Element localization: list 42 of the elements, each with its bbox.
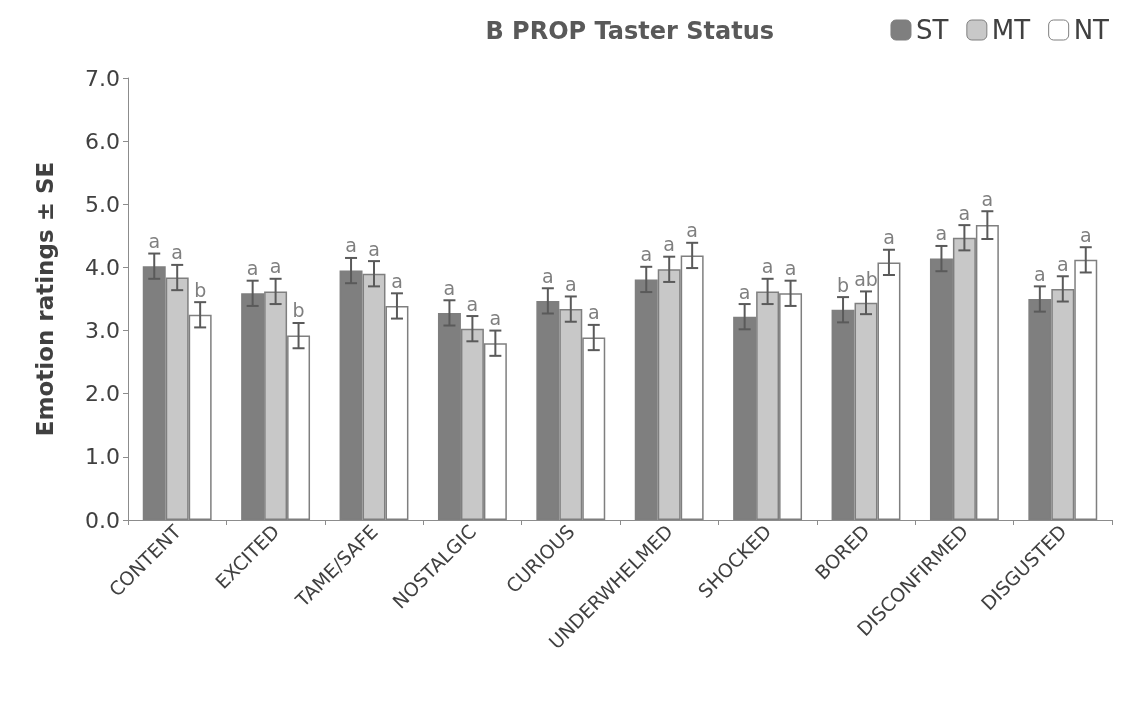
data-label: a (269, 255, 282, 278)
data-label: ab (854, 267, 878, 290)
data-label: a (466, 292, 479, 315)
data-label: a (640, 243, 653, 266)
data-label: a (981, 187, 994, 210)
data-label: a (443, 276, 456, 299)
data-label: a (761, 255, 774, 278)
data-label: a (784, 257, 797, 280)
data-label: b (292, 299, 305, 322)
y-tick-label: 4.0 (85, 254, 120, 280)
data-label: a (246, 257, 259, 280)
y-tick-label: 2.0 (85, 381, 120, 407)
data-label: a (368, 237, 380, 260)
legend-label: ST (915, 15, 949, 45)
data-label: a (1079, 223, 1092, 246)
data-label: a (663, 233, 676, 256)
data-label: a (148, 230, 161, 253)
y-tick-label: 3.0 (85, 318, 120, 344)
data-label: a (345, 234, 357, 257)
legend-label: NT (1073, 15, 1110, 45)
data-label: b (837, 273, 850, 296)
data-label: a (1034, 262, 1046, 285)
data-label: a (171, 241, 184, 264)
legend-label: MT (991, 15, 1031, 45)
data-label: a (1056, 252, 1069, 275)
y-tick-label: 1.0 (85, 444, 120, 470)
data-label: a (587, 301, 600, 324)
data-label: a (935, 222, 948, 245)
data-label: a (686, 219, 698, 242)
y-tick-label: 7.0 (85, 65, 120, 91)
y-axis-title: Emotion ratings ± SE (31, 161, 58, 437)
data-label: a (391, 269, 403, 292)
data-label: a (883, 226, 895, 249)
data-label: a (738, 280, 751, 303)
legend-title: B PROP Taster Status (485, 17, 774, 45)
data-label: a (542, 264, 554, 287)
data-label: a (564, 272, 577, 295)
data-label: b (194, 278, 207, 301)
data-label: a (958, 201, 971, 224)
data-label: a (489, 307, 502, 330)
y-tick-label: 6.0 (85, 128, 120, 154)
y-tick-label: 5.0 (85, 191, 120, 217)
